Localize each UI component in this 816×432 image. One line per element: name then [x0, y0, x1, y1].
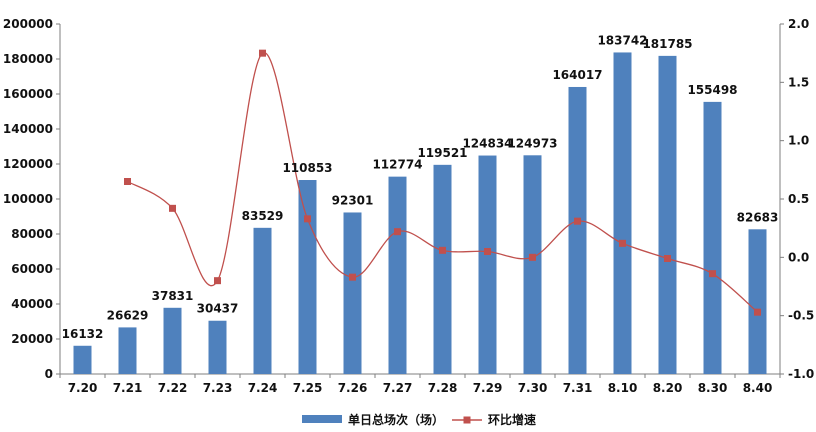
- growth-point: [529, 253, 536, 261]
- legend-line-marker: [463, 416, 471, 424]
- bar: [208, 320, 227, 374]
- x-tick-label: 7.30: [518, 381, 548, 395]
- x-tick-label: 8.30: [698, 381, 728, 395]
- bar-data-label: 119521: [417, 146, 467, 160]
- bar: [703, 101, 722, 374]
- bar-data-label: 155498: [687, 83, 737, 97]
- y-right-tick-label: 1.5: [788, 75, 809, 89]
- bar-data-label: 181785: [642, 37, 692, 51]
- y-right-tick-label: 0.5: [788, 192, 809, 206]
- y-left-tick-label: 200000: [3, 17, 53, 31]
- bar-data-label: 124973: [507, 136, 557, 150]
- bar-data-label: 83529: [242, 209, 284, 223]
- growth-point: [619, 239, 626, 247]
- bar: [748, 229, 767, 374]
- growth-point: [664, 255, 671, 262]
- y-right-tick-label: -1.0: [788, 367, 814, 381]
- bar-data-label: 92301: [332, 193, 374, 207]
- x-tick-label: 7.28: [428, 381, 458, 395]
- bar-data-label: 30437: [197, 302, 239, 316]
- bar-data-label: 26629: [107, 308, 149, 322]
- growth-point: [574, 217, 581, 225]
- y-left-tick-label: 100000: [3, 192, 53, 206]
- y-right-tick-label: 0.0: [788, 250, 809, 264]
- bar: [613, 52, 632, 374]
- x-tick-label: 7.27: [383, 381, 413, 395]
- x-tick-label: 7.23: [203, 381, 233, 395]
- bar: [343, 212, 362, 374]
- bar-data-label: 110853: [282, 161, 332, 175]
- bar-data-label: 37831: [152, 289, 194, 303]
- growth-point: [439, 246, 446, 254]
- y-right-tick-label: 1.0: [788, 134, 809, 148]
- x-tick-label: 7.22: [158, 381, 188, 395]
- x-tick-label: 8.20: [653, 381, 683, 395]
- bar: [298, 180, 317, 374]
- y-left-tick-label: 20000: [11, 332, 53, 346]
- y-left-tick-label: 40000: [11, 297, 53, 311]
- legend-line-label: 环比增速: [488, 412, 536, 427]
- x-tick-label: 8.10: [608, 381, 638, 395]
- bar: [433, 164, 452, 374]
- legend-bar-label: 单日总场次（场）: [348, 412, 444, 427]
- growth-point: [394, 228, 401, 236]
- bar-data-label: 124834: [462, 137, 512, 151]
- bar-data-label: 112774: [372, 158, 422, 172]
- x-tick-label: 8.40: [743, 381, 773, 395]
- legend-bar-swatch: [302, 415, 342, 423]
- growth-point: [304, 215, 311, 223]
- bar: [478, 155, 497, 374]
- growth-point: [214, 277, 221, 285]
- y-left-tick-label: 0: [45, 367, 53, 381]
- x-tick-label: 7.24: [248, 381, 278, 395]
- y-left-tick-label: 120000: [3, 157, 53, 171]
- bar-data-label: 16132: [62, 327, 104, 341]
- growth-point: [259, 49, 266, 57]
- bar: [658, 55, 677, 374]
- y-left-tick-label: 180000: [3, 52, 53, 66]
- x-tick-label: 7.31: [563, 381, 593, 395]
- y-left-tick-label: 140000: [3, 122, 53, 136]
- bar: [163, 307, 182, 374]
- y-left-tick-label: 160000: [3, 87, 53, 101]
- bar: [388, 176, 407, 374]
- y-right-tick-label: 2.0: [788, 17, 809, 31]
- bar: [568, 86, 587, 375]
- growth-point: [169, 204, 176, 212]
- bar-data-label: 183742: [597, 33, 647, 47]
- x-tick-label: 7.20: [68, 381, 98, 395]
- growth-point: [349, 273, 356, 281]
- x-tick-label: 7.25: [293, 381, 323, 395]
- bar: [73, 345, 92, 374]
- bar: [253, 227, 272, 374]
- bar: [523, 155, 542, 374]
- y-left-tick-label: 80000: [11, 227, 53, 241]
- y-left-tick-label: 60000: [11, 262, 53, 276]
- growth-point: [124, 178, 131, 185]
- growth-point: [484, 248, 491, 255]
- growth-point: [754, 308, 761, 316]
- growth-point: [709, 270, 716, 278]
- bar-data-label: 82683: [737, 210, 779, 224]
- y-right-tick-label: -0.5: [788, 309, 814, 323]
- bar-data-label: 164017: [552, 68, 602, 82]
- x-tick-label: 7.21: [113, 381, 143, 395]
- x-tick-label: 7.26: [338, 381, 368, 395]
- bar: [118, 327, 137, 374]
- x-tick-label: 7.29: [473, 381, 503, 395]
